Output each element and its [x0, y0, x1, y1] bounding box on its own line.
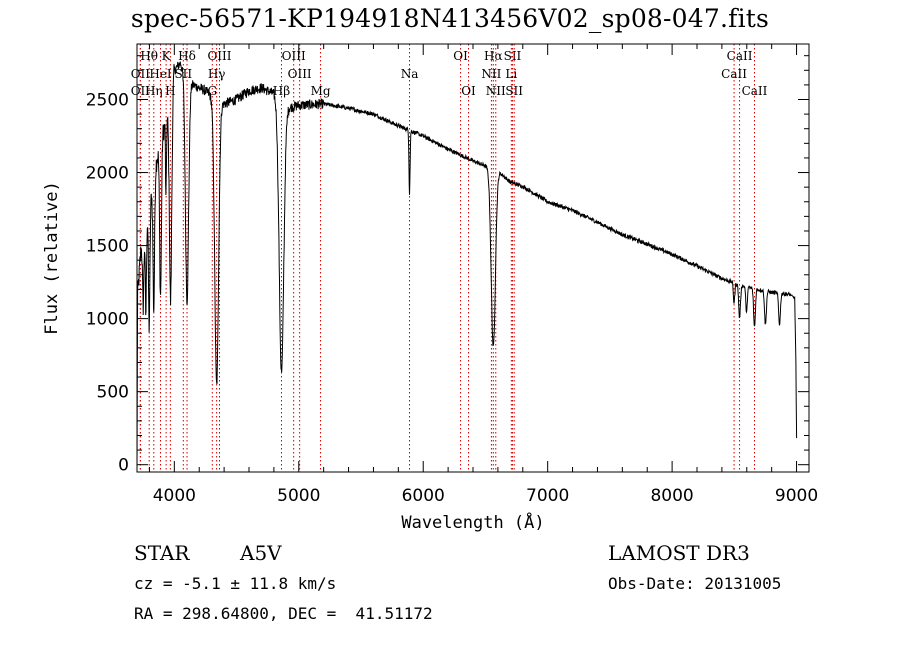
line-marker-label-27: CaII — [742, 84, 768, 98]
object-subclass: A5V — [240, 541, 282, 565]
line-marker-label-8: CaII — [727, 49, 753, 63]
obs-date-label: Obs-Date: 20131005 — [608, 574, 782, 593]
survey-label: LAMOST DR3 — [608, 541, 750, 565]
line-marker-label-14: Na — [401, 67, 419, 81]
line-marker-label-3: OIII — [207, 49, 231, 63]
plot-frame — [136, 43, 810, 473]
line-marker-label-0: Hθ — [140, 49, 158, 63]
x-tick-label-4: 8000 — [650, 486, 693, 506]
redshift-label: cz = -5.1 ± 11.8 km/s — [134, 574, 337, 593]
y-tick-label-3: 1500 — [86, 237, 129, 257]
line-marker-label-22: Hβ — [273, 84, 290, 98]
line-marker-label-16: Li — [505, 67, 517, 81]
line-marker-label-18: OII — [131, 84, 151, 98]
line-marker-label-20: H — [165, 84, 175, 98]
line-marker-label-25: NII — [486, 84, 506, 98]
line-marker-label-12: Hγ — [208, 67, 226, 81]
line-marker-label-17: CaII — [721, 67, 747, 81]
line-marker-label-11: SII — [174, 67, 192, 81]
line-marker-label-9: OII — [131, 67, 151, 81]
line-marker-label-4: OIII — [282, 49, 306, 63]
x-tick-label-5: 9000 — [775, 486, 818, 506]
line-marker-label-24: OI — [461, 84, 476, 98]
x-tick-label-1: 5000 — [277, 486, 320, 506]
line-marker-label-5: OI — [453, 49, 468, 63]
line-marker-label-19: Hη — [145, 84, 163, 98]
x-tick-label-0: 4000 — [153, 486, 196, 506]
line-marker-label-23: Mg — [311, 84, 331, 98]
line-marker-label-2: Hδ — [178, 49, 196, 63]
spectrum-line — [136, 61, 798, 473]
line-marker-label-10: HeI — [149, 67, 172, 81]
line-marker-label-1: K — [162, 49, 172, 63]
y-tick-label-0: 0 — [118, 456, 129, 476]
chart-title: spec-56571-KP194918N413456V02_sp08-047.f… — [130, 4, 770, 33]
y-tick-label-4: 2000 — [86, 164, 129, 184]
line-marker-label-13: OIII — [288, 67, 312, 81]
y-tick-label-5: 2500 — [86, 91, 129, 111]
x-tick-label-3: 7000 — [526, 486, 569, 506]
object-class: STAR — [134, 541, 190, 565]
coordinates-label: RA = 298.64800, DEC = 41.51172 — [134, 604, 433, 623]
line-marker-label-21: G — [207, 84, 217, 98]
y-tick-label-2: 1000 — [86, 310, 129, 330]
y-tick-label-1: 500 — [97, 383, 129, 403]
line-marker-label-6: Hα — [484, 49, 503, 63]
x-axis-label: Wavelength (Å) — [401, 511, 544, 533]
line-marker-label-26: SII — [505, 84, 523, 98]
line-marker-label-7: SII — [504, 49, 522, 63]
x-tick-label-2: 6000 — [402, 486, 445, 506]
line-marker-label-15: NII — [481, 67, 501, 81]
y-axis-label: Flux (relative) — [42, 181, 62, 335]
